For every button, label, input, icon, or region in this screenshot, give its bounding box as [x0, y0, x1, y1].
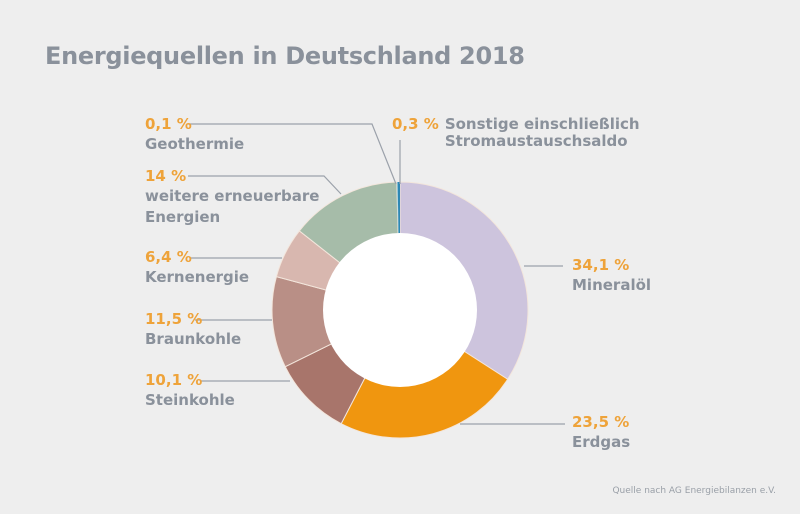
slice-label-3: 11,5 % Braunkohle — [145, 310, 242, 349]
slice-value: 10,1 % — [145, 371, 203, 389]
slice-label-5: 14 % weitere erneuerbare Energien — [145, 167, 320, 226]
slice-label-1: 23,5 % Erdgas — [572, 413, 631, 452]
slice-value: 14 % — [145, 167, 187, 185]
slice-name: Geothermie — [145, 135, 245, 154]
slice-value: 0,3 % — [392, 115, 439, 133]
slice-name: Kernenergie — [145, 268, 250, 287]
chart-title: Energiequellen in Deutschland 2018 — [45, 42, 525, 70]
slice-name: Mineralöl — [572, 276, 652, 295]
slice-value: 0,1 % — [145, 115, 192, 133]
slice-label-7: 0,3 % Sonstige einschließlich Stromaustaus… — [392, 115, 640, 151]
slice-value: 23,5 % — [572, 413, 630, 431]
slice-value: 34,1 % — [572, 256, 630, 274]
slice-name: Erdgas — [572, 433, 631, 452]
leader-line-6 — [188, 123, 397, 185]
slice-name: Energien — [145, 207, 221, 226]
slice-label-2: 10,1 % Steinkohle — [145, 371, 235, 410]
slice-name: weitere erneuerbare — [145, 187, 320, 206]
slice-name: Braunkohle — [145, 330, 242, 349]
source-note: Quelle nach AG Energiebilanzen e.V. — [612, 486, 776, 496]
slice-label-0: 34,1 % Mineralöl — [572, 256, 652, 295]
slice-name: Steinkohle — [145, 391, 235, 410]
slice-label-6: 0,1 % Geothermie — [145, 115, 245, 154]
slice-label-4: 6,4 % Kernenergie — [145, 248, 250, 287]
slice-value: 11,5 % — [145, 310, 203, 328]
donut-hole — [323, 233, 477, 387]
slice-name: Sonstige einschließlich Stromaustauschsal… — [444, 115, 640, 151]
slice-value: 6,4 % — [145, 248, 192, 266]
leader-line-5 — [188, 175, 342, 195]
